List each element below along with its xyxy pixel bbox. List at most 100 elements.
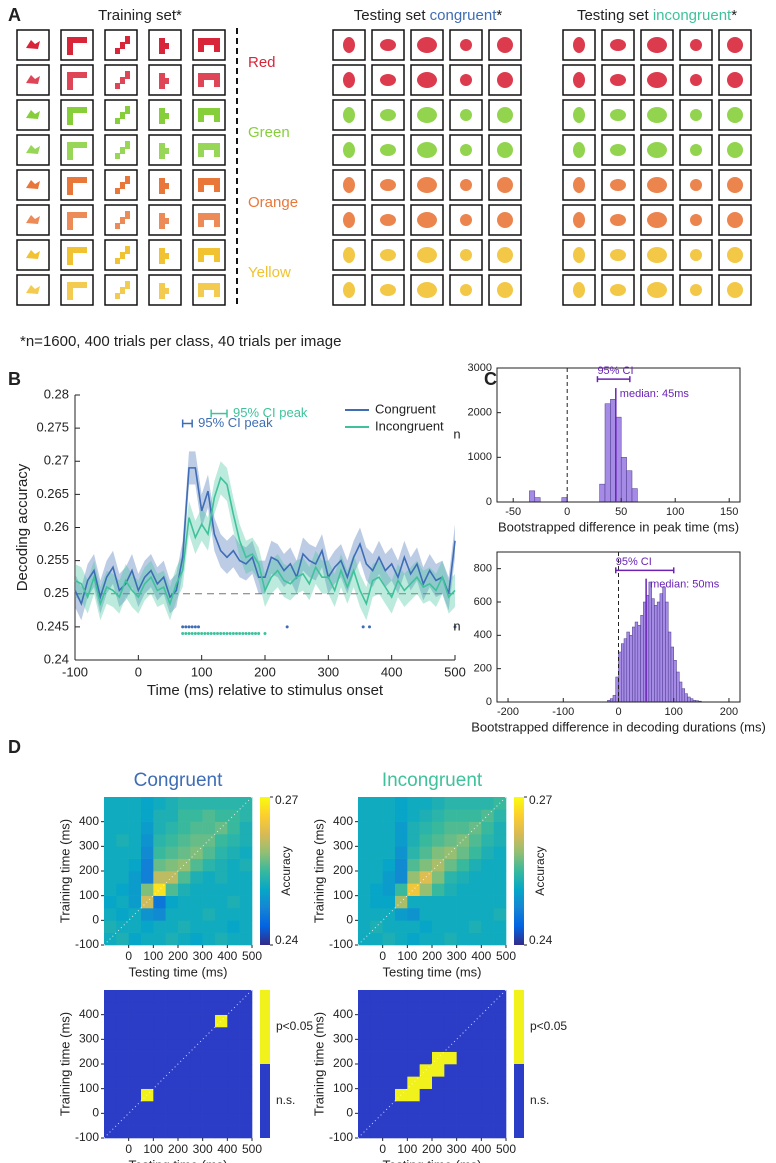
heatmap-cell xyxy=(104,1014,117,1028)
heatmap-cell xyxy=(165,1101,179,1114)
heatmap-cell xyxy=(165,1088,179,1102)
heatmap-cell xyxy=(128,895,142,909)
significance-dot xyxy=(216,632,219,635)
heatmap-cell xyxy=(358,1064,371,1077)
stimulus-object xyxy=(647,177,667,193)
heatmap-cell xyxy=(141,908,154,921)
stimulus-shape xyxy=(67,142,87,160)
heatmap-cell xyxy=(493,1051,507,1065)
stimulus-object xyxy=(460,74,472,86)
heatmap-cell xyxy=(469,1002,482,1015)
significance-dot xyxy=(197,625,200,629)
heatmap-cell xyxy=(190,1088,203,1102)
median-label: median: 50ms xyxy=(650,579,720,591)
stimulus-object xyxy=(497,37,513,53)
heatmap-cell xyxy=(407,1027,420,1040)
heatmap-cell xyxy=(493,908,507,921)
heatmap-cell xyxy=(395,1051,408,1065)
stimulus-object xyxy=(573,142,585,158)
stimulus-object xyxy=(690,74,702,86)
heatmap-cell xyxy=(165,1076,179,1089)
heatmap-cell xyxy=(165,1027,179,1040)
heatmap-cell xyxy=(456,1039,470,1052)
bar xyxy=(659,593,663,703)
heatmap-cell xyxy=(407,1002,420,1015)
heatmap-cell xyxy=(469,1027,482,1040)
bar xyxy=(637,625,641,703)
heatmap-cell xyxy=(419,1088,433,1102)
stimulus-shape xyxy=(26,145,40,154)
heatmap-cell xyxy=(358,846,371,859)
heatmap-cell xyxy=(382,1051,396,1065)
heatmap-cell xyxy=(227,1125,240,1139)
stimulus-object xyxy=(343,177,355,193)
stimulus-object xyxy=(380,249,396,261)
heatmap-cell xyxy=(444,846,457,859)
heatmap-cell xyxy=(239,1064,253,1077)
heatmap-cell xyxy=(104,1051,117,1065)
heatmap-cell xyxy=(382,871,396,884)
x-tick-label: 300 xyxy=(193,949,213,963)
heatmap-cell xyxy=(382,990,396,1003)
heatmap-cell xyxy=(128,883,142,896)
stimulus-object xyxy=(647,247,667,263)
heatmap-cell xyxy=(178,932,191,946)
y-tick-label: 100 xyxy=(79,1081,99,1095)
stimulus-object xyxy=(610,179,626,191)
bar xyxy=(534,497,541,503)
heatmap-cell xyxy=(190,990,203,1003)
heatmap-cell xyxy=(469,908,482,921)
heatmap-cell xyxy=(419,990,433,1003)
heatmap-cell xyxy=(178,920,191,933)
heatmap-cell xyxy=(165,871,179,884)
heatmap-cell xyxy=(104,797,117,810)
heatmap-cell xyxy=(432,932,445,946)
heatmap-cell xyxy=(419,871,433,884)
stimulus-frame xyxy=(410,29,444,61)
stimulus-object xyxy=(343,212,355,228)
heatmap-cell xyxy=(444,908,457,921)
heatmap-cell xyxy=(493,932,507,946)
stimulus-frame xyxy=(562,239,596,271)
heatmap-cell xyxy=(370,834,383,847)
heatmap-cell xyxy=(382,1076,396,1089)
bar xyxy=(612,695,616,703)
stimulus-object xyxy=(343,247,355,263)
ci-label: 95% CI xyxy=(616,556,652,568)
stimulus-object xyxy=(497,177,513,193)
x-tick-label: 100 xyxy=(666,506,684,518)
significance-dot xyxy=(368,625,371,629)
heatmap-cell xyxy=(469,895,482,909)
heatmap-cell xyxy=(456,895,470,909)
heatmap-cell xyxy=(128,797,142,810)
legend-label: Congruent xyxy=(375,401,436,416)
heatmap-cell xyxy=(190,834,203,847)
stimulus-shape xyxy=(159,178,169,194)
heatmap-cell xyxy=(370,1113,383,1126)
heatmap-cell xyxy=(370,908,383,921)
heatmap-cell xyxy=(444,797,457,810)
significance-dot xyxy=(206,632,210,635)
y-tick-label: 0 xyxy=(486,496,492,508)
bar xyxy=(623,638,628,703)
heatmap-cell xyxy=(178,834,191,847)
heatmap-cell xyxy=(469,821,482,835)
stimulus-object xyxy=(647,142,667,158)
heatmap-cell xyxy=(165,858,179,872)
heatmap-cell xyxy=(153,1014,166,1028)
heatmap-cell xyxy=(432,1014,445,1028)
heatmap-cell xyxy=(239,1101,253,1114)
heatmap-cell xyxy=(190,809,203,822)
heatmap-cell xyxy=(407,1051,420,1065)
median-label: median: 45ms xyxy=(620,388,690,400)
heatmap-cell xyxy=(395,908,408,921)
heatmap-cell xyxy=(456,1002,470,1015)
heatmap-cell xyxy=(481,920,494,933)
heatmap-cell xyxy=(370,858,383,872)
y-tick-label: -100 xyxy=(329,937,353,951)
significance-dot xyxy=(209,632,213,635)
stimulus-shape xyxy=(26,40,40,49)
heatmap-cell xyxy=(456,846,470,859)
y-tick-label: 400 xyxy=(333,814,353,828)
y-tick-label: 100 xyxy=(79,888,99,902)
